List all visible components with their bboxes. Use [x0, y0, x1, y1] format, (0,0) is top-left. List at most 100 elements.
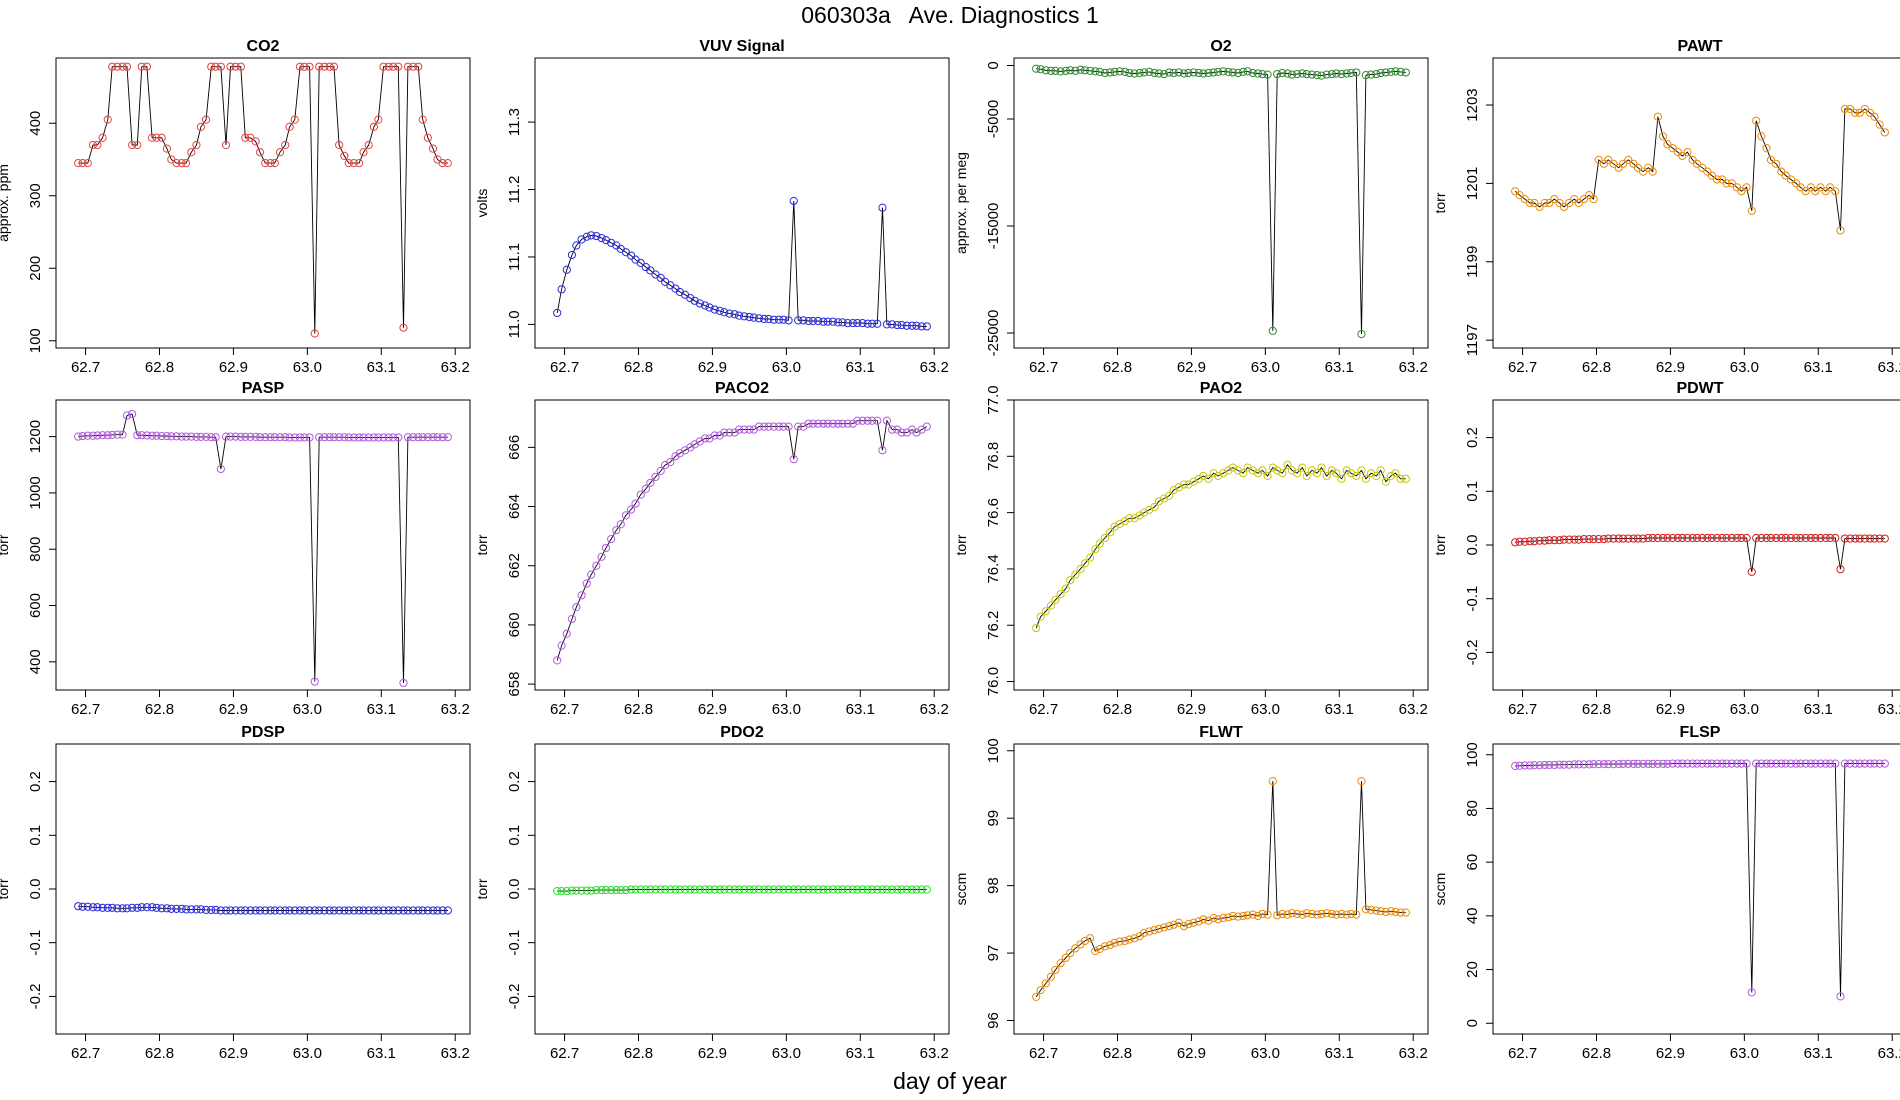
data-point	[1718, 759, 1727, 768]
data-point	[848, 885, 857, 894]
data-point	[1683, 147, 1692, 157]
data-point	[1293, 69, 1302, 79]
data-point	[922, 422, 931, 431]
data-point	[1727, 533, 1736, 543]
data-point	[315, 433, 324, 442]
x-tick-label: 63.0	[1251, 1045, 1280, 1062]
data-point	[710, 431, 719, 440]
data-point	[1086, 66, 1095, 75]
data-point	[1624, 155, 1633, 164]
data-point	[1224, 466, 1233, 475]
data-point	[878, 885, 887, 894]
data-point	[1692, 759, 1702, 768]
data-point	[1821, 533, 1830, 543]
x-tick-label: 62.7	[1508, 1045, 1537, 1062]
data-point	[1599, 760, 1608, 769]
data-point	[1120, 516, 1129, 526]
data-point	[666, 458, 675, 467]
data-point	[172, 159, 181, 168]
data-point	[834, 885, 843, 894]
data-point	[1698, 759, 1707, 768]
data-point	[1515, 761, 1524, 770]
data-point	[1535, 761, 1544, 770]
data-point	[295, 906, 305, 915]
data-point	[1150, 502, 1159, 512]
data-point	[1772, 533, 1781, 543]
data-point	[725, 885, 734, 894]
data-point	[1525, 537, 1535, 546]
y-tick-label: 664	[506, 494, 523, 519]
y-tick-label: -0.2	[27, 983, 44, 1009]
data-point	[887, 320, 897, 329]
data-point	[1806, 759, 1815, 768]
data-point	[1801, 187, 1810, 196]
data-point	[1396, 474, 1405, 483]
data-point	[177, 159, 186, 168]
data-point	[1317, 71, 1326, 80]
data-point	[275, 148, 285, 157]
data-point	[359, 148, 368, 157]
data-point	[1668, 144, 1677, 153]
data-point	[769, 422, 778, 431]
data-point	[715, 306, 724, 316]
data-point	[1140, 68, 1149, 77]
data-point	[740, 425, 749, 434]
x-tick-label: 62.7	[71, 1045, 100, 1062]
data-point	[1401, 908, 1410, 917]
data-point	[1233, 466, 1243, 475]
data-point	[1189, 477, 1198, 486]
data-point	[1683, 533, 1692, 543]
data-point	[423, 433, 432, 442]
data-point	[1032, 623, 1041, 633]
data-point	[582, 232, 591, 241]
data-point	[1322, 70, 1331, 79]
y-tick-label: 666	[506, 435, 523, 460]
data-point	[1293, 469, 1302, 478]
data-point	[1550, 194, 1559, 204]
data-point	[148, 431, 157, 440]
data-point	[1511, 761, 1520, 771]
data-point	[251, 906, 260, 915]
data-point	[443, 433, 452, 442]
data-point	[1624, 534, 1633, 543]
data-point	[108, 430, 117, 440]
data-point	[1243, 911, 1252, 920]
data-point	[167, 904, 176, 913]
data-point	[1826, 533, 1835, 543]
data-point	[1624, 759, 1633, 768]
x-tick-label: 63.0	[772, 701, 801, 718]
plot-frame	[1013, 743, 1429, 1035]
data-point	[1811, 187, 1820, 196]
data-point	[1391, 907, 1400, 917]
data-point	[705, 303, 714, 312]
data-point	[369, 906, 378, 915]
data-point	[1366, 469, 1376, 478]
data-point	[1327, 69, 1336, 79]
y-axis-label: torr	[0, 534, 11, 555]
data-point	[1056, 67, 1065, 76]
data-point	[893, 425, 902, 434]
data-point	[1298, 69, 1307, 78]
data-point	[137, 62, 146, 71]
data-point	[902, 885, 911, 894]
data-point	[428, 906, 438, 915]
data-point	[241, 906, 250, 915]
data-layer	[1032, 460, 1410, 633]
data-point	[295, 433, 305, 442]
y-tick-label: 1000	[27, 476, 44, 509]
data-point	[241, 133, 250, 142]
y-tick-label: 40	[1464, 908, 1481, 925]
data-point	[88, 903, 98, 912]
data-point	[799, 316, 808, 325]
x-tick-label: 63.2	[1878, 701, 1900, 718]
data-point	[359, 906, 368, 915]
data-point	[1860, 104, 1869, 114]
x-tick-label: 63.1	[1804, 701, 1833, 718]
data-point	[1298, 910, 1307, 919]
data-point	[656, 885, 665, 894]
data-point	[819, 885, 828, 894]
data-point	[1219, 913, 1228, 923]
data-point	[364, 140, 373, 150]
x-tick-label: 63.1	[846, 701, 875, 718]
panel-title: FLSP	[1680, 724, 1721, 741]
